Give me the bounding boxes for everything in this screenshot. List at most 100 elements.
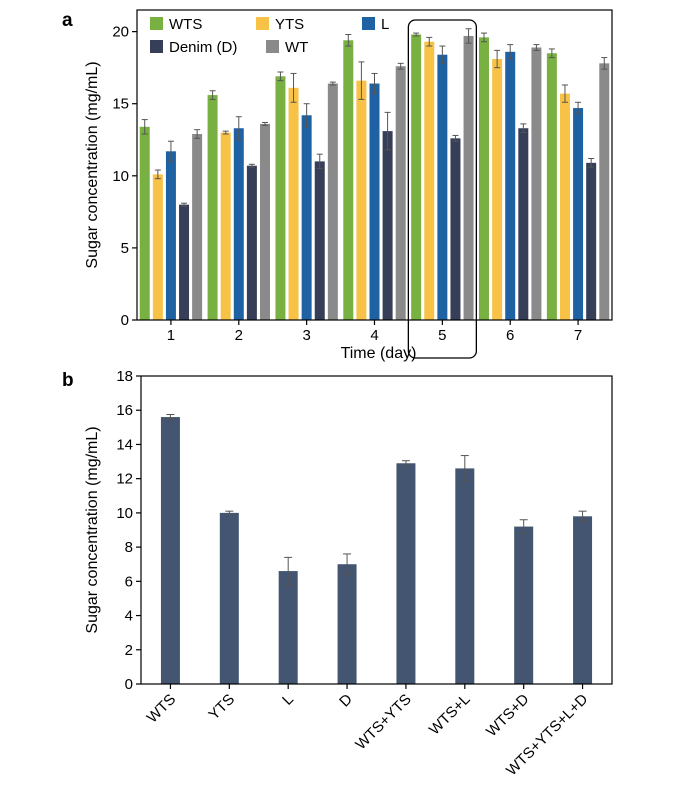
chart-a-y-tick-label: 10	[112, 168, 129, 185]
chart-b-y-tick-label: 18	[116, 368, 133, 385]
bar-denim-d-day-1	[179, 204, 190, 320]
bar-denim-d-day-6	[518, 128, 529, 320]
chart-b-y-tick-label: 0	[125, 676, 133, 693]
error-bar-denim-d-day-2	[248, 163, 255, 168]
chart-b-plot-area	[140, 375, 613, 685]
error-bar-wts-plus-yts	[401, 460, 410, 467]
chart-b-y-axis-title: Sugar concentration (mg/mL)	[84, 426, 101, 633]
legend-swatch	[362, 17, 375, 30]
chart-a-x-tick-label: 3	[302, 327, 310, 344]
bar-wt-day-1	[192, 134, 203, 320]
bar-yts-day-4	[356, 80, 367, 321]
bar-wts-day-6	[479, 37, 490, 320]
bar-yts-day-5	[424, 41, 435, 320]
bar-wts-day-1	[139, 126, 150, 320]
chart-b-x-tick-label: WTS	[144, 691, 180, 727]
bar-wt-day-4	[395, 66, 406, 320]
chart-b-y-tick-label: 16	[116, 402, 133, 419]
chart-b-bars	[160, 414, 593, 684]
legend-label: WTS	[169, 16, 202, 33]
chart-a-x-tick-label: 4	[370, 327, 378, 344]
chart-a-y-tick-label: 15	[112, 96, 129, 113]
bar-l-day-3	[301, 115, 312, 320]
error-bar-wts-plus-d	[519, 519, 528, 534]
error-bar-yts-day-7	[561, 84, 568, 103]
error-bar-wts-day-3	[277, 71, 284, 82]
bar-denim-d-day-4	[382, 131, 393, 320]
bar-yts-day-6	[492, 59, 503, 320]
chart-b-y-tick-label: 10	[116, 505, 133, 522]
bar-wts-day-3	[275, 76, 286, 320]
error-bar-l-day-7	[575, 101, 582, 115]
bar-l-day-1	[165, 151, 176, 320]
error-bar-wt-day-4	[397, 62, 404, 70]
error-bar-yts-day-6	[494, 49, 501, 69]
bar-wts-plus-d	[514, 526, 534, 684]
legend-swatch	[150, 17, 163, 30]
error-bar-yts-day-2	[222, 130, 229, 135]
bar-l	[278, 571, 298, 684]
error-bar-wts-day-6	[481, 32, 488, 43]
chart-a-x-tick-label: 1	[167, 327, 175, 344]
error-bar-yts	[225, 510, 234, 516]
bar-yts-day-1	[152, 174, 163, 320]
legend-item: L	[362, 16, 389, 33]
chart-b-x-tick-label: L	[279, 691, 297, 709]
chart-a-legend: WTS YTS L Denim (D) WT	[150, 16, 389, 56]
bar-wts-day-4	[343, 40, 354, 321]
error-bar-wt-day-1	[194, 129, 201, 139]
bar-wts	[160, 417, 180, 684]
bar-l-day-6	[505, 51, 516, 320]
legend-item: Denim (D)	[150, 39, 237, 56]
legend-item: YTS	[256, 16, 304, 33]
bar-wts-plus-l	[455, 468, 475, 684]
legend-label: Denim (D)	[169, 39, 237, 56]
bar-denim-d-day-3	[314, 161, 325, 320]
bar-denim-d-day-7	[586, 162, 597, 320]
error-bar-wts-day-7	[548, 48, 555, 59]
error-bar-denim-d-day-3	[316, 153, 323, 170]
error-bar-denim-d-day-5	[452, 134, 459, 142]
error-bar-wts-plus-l	[460, 455, 469, 482]
bar-yts-day-7	[559, 93, 570, 321]
bar-wt-day-2	[259, 123, 270, 320]
bar-wts-day-7	[546, 53, 557, 321]
error-bar-denim-d-day-4	[384, 111, 391, 151]
error-bar-l-day-1	[167, 140, 174, 162]
error-bar-wts-plus-yts-plus-l-plus-d	[578, 510, 587, 522]
chart-a-y-axis-title: Sugar concentration (mg/mL)	[84, 61, 101, 268]
chart-b-y-tick-label: 2	[125, 642, 133, 659]
chart-b-x-tick-label: YTS	[205, 691, 238, 724]
chart-b-y-tick-label: 6	[125, 573, 133, 590]
error-bar-yts-day-1	[154, 169, 161, 180]
error-bar-denim-d-day-7	[588, 158, 595, 168]
bar-yts-day-2	[220, 132, 231, 320]
bar-wt-day-7	[599, 63, 610, 320]
bar-wts-day-2	[207, 95, 218, 321]
chart-b-x-tick-label: WTS+YTS	[352, 691, 414, 753]
chart-a-x-axis-title: Time (day)	[341, 345, 417, 362]
error-bar-yts-day-3	[290, 72, 297, 103]
bar-wts-day-5	[411, 34, 422, 320]
chart-b-y-tick-label: 14	[116, 436, 133, 453]
error-bar-d	[343, 553, 352, 575]
bar-wts-plus-yts-plus-l-plus-d	[573, 516, 593, 684]
legend-label: L	[381, 16, 389, 33]
chart-a-bars	[139, 28, 610, 321]
error-bar-l-day-4	[371, 72, 378, 95]
error-bar-yts-day-5	[426, 36, 433, 47]
error-bar-yts-day-4	[358, 61, 365, 100]
error-bar-wt-day-5	[465, 28, 472, 44]
chart-a-y-tick-label: 5	[121, 240, 129, 257]
bar-l-day-2	[233, 128, 244, 320]
highlight-box-day-5	[407, 19, 478, 359]
bar-yts	[219, 512, 239, 684]
legend-item: WT	[266, 39, 308, 56]
error-bar-wts-day-4	[345, 34, 352, 47]
chart-b-y-tick-label: 4	[125, 608, 133, 625]
bar-denim-d-day-2	[246, 165, 257, 320]
error-bar-wts-day-2	[209, 90, 216, 100]
chart-a: 0 5 10 15 20 1 2 3 4 5 6 7 WTS YTS L Denim (D) WT Time…	[84, 9, 613, 362]
panel-label-b: b	[62, 370, 74, 391]
